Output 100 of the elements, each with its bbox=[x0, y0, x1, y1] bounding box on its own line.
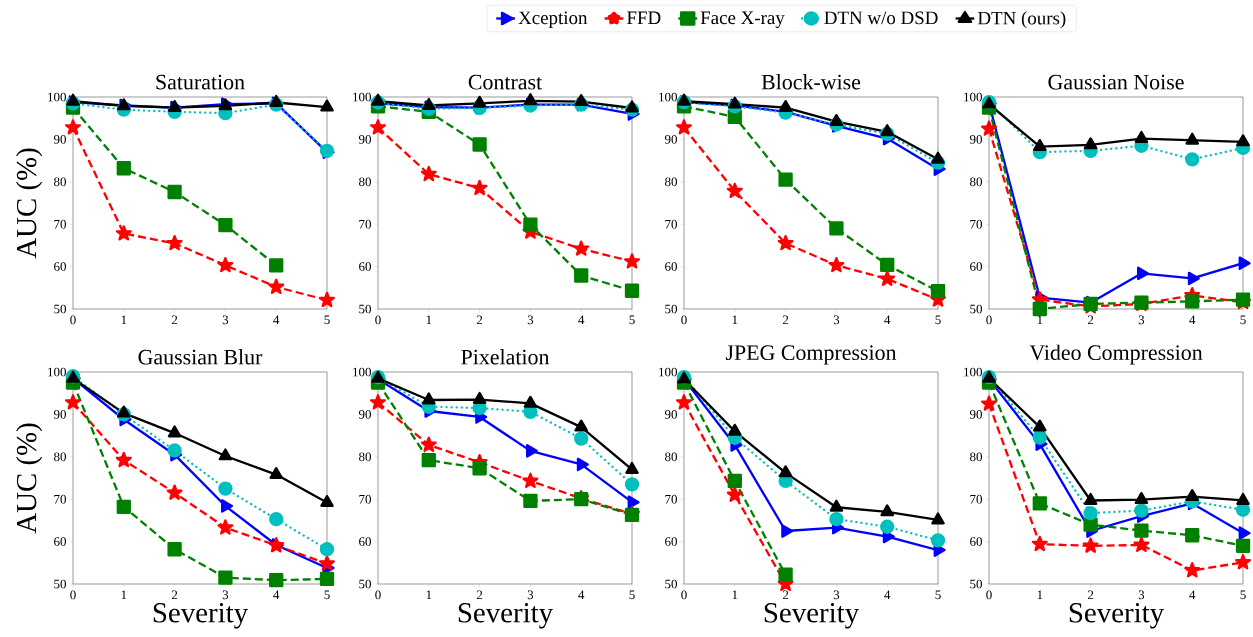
y-tick-label: 80 bbox=[54, 452, 66, 462]
x-tick-label: 3 bbox=[1138, 590, 1145, 600]
x-tick-label: 3 bbox=[1138, 315, 1145, 325]
y-tick-label: 90 bbox=[53, 410, 66, 419]
x-tick-label: 4 bbox=[273, 590, 280, 600]
y-tick-label: 70 bbox=[54, 219, 66, 229]
legend-label: Face X-ray bbox=[700, 11, 785, 29]
y-tick-label: 80 bbox=[665, 452, 677, 462]
x-tick-label: 3 bbox=[527, 590, 534, 600]
y-tick-label: 50 bbox=[665, 304, 677, 314]
y-tick-label: 90 bbox=[664, 135, 677, 144]
x-tick-label: 0 bbox=[70, 315, 76, 325]
x-tick-label: 0 bbox=[986, 590, 992, 600]
x-tick-label: 4 bbox=[1189, 590, 1196, 600]
y-tick-label: 100 bbox=[659, 92, 677, 102]
y-tick-label: 60 bbox=[359, 537, 371, 546]
x-tick-label: 1 bbox=[732, 590, 738, 600]
y-tick-label: 70 bbox=[970, 219, 982, 229]
y-tick-label: 50 bbox=[359, 304, 371, 314]
x-tick-label: 1 bbox=[121, 315, 127, 325]
y-tick-label: 100 bbox=[353, 92, 371, 102]
x-tick-label: 3 bbox=[833, 315, 840, 325]
y-tick-label: 50 bbox=[970, 304, 982, 314]
x-tick-label: 0 bbox=[681, 315, 687, 325]
x-tick-label: 4 bbox=[578, 590, 585, 600]
y-tick-label: 80 bbox=[970, 177, 982, 187]
x-tick-label: 5 bbox=[935, 315, 941, 325]
x-axis-title: Severity bbox=[458, 603, 554, 629]
x-tick-label: 2 bbox=[171, 590, 178, 600]
x-tick-label: 4 bbox=[884, 315, 891, 325]
x-tick-label: 1 bbox=[732, 315, 738, 325]
x-tick-label: 3 bbox=[527, 315, 534, 325]
x-tick-label: 2 bbox=[476, 590, 483, 600]
y-tick-label: 80 bbox=[359, 452, 371, 462]
x-tick-label: 3 bbox=[833, 590, 840, 600]
x-axis-title: Severity bbox=[764, 603, 860, 629]
y-axis-title: AUC (%) bbox=[16, 148, 43, 259]
y-tick-label: 60 bbox=[359, 262, 371, 271]
x-tick-label: 5 bbox=[935, 590, 941, 600]
x-tick-label: 5 bbox=[1240, 590, 1246, 600]
y-tick-label: 70 bbox=[54, 494, 66, 504]
y-tick-label: 70 bbox=[970, 494, 982, 504]
y-tick-label: 50 bbox=[665, 579, 677, 589]
y-tick-label: 50 bbox=[970, 579, 982, 589]
y-tick-label: 100 bbox=[964, 367, 982, 377]
x-axis-title: Severity bbox=[1069, 603, 1165, 629]
x-axis-title: Severity bbox=[153, 603, 249, 629]
x-tick-label: 2 bbox=[782, 590, 789, 600]
y-axis-title: AUC (%) bbox=[16, 423, 43, 534]
x-tick-label: 1 bbox=[121, 590, 127, 600]
y-tick-label: 100 bbox=[353, 367, 371, 377]
y-tick-label: 90 bbox=[969, 410, 982, 419]
legend-label: FFD bbox=[627, 11, 661, 24]
x-tick-label: 5 bbox=[324, 590, 330, 600]
y-tick-label: 60 bbox=[665, 537, 677, 546]
x-tick-label: 3 bbox=[222, 315, 229, 325]
chart-title: Contrast bbox=[468, 74, 543, 90]
y-tick-label: 60 bbox=[54, 262, 66, 271]
chart-title: Video Compression bbox=[1029, 344, 1203, 365]
legend-label: Xception bbox=[518, 11, 588, 29]
y-tick-label: 50 bbox=[359, 579, 371, 589]
legend-label: DTN (ours) bbox=[977, 11, 1066, 29]
x-tick-label: 4 bbox=[578, 315, 585, 325]
y-tick-label: 100 bbox=[48, 367, 66, 377]
x-tick-label: 2 bbox=[1087, 315, 1094, 325]
x-tick-label: 2 bbox=[171, 315, 178, 325]
y-tick-label: 70 bbox=[359, 494, 371, 504]
x-tick-label: 5 bbox=[1240, 315, 1246, 325]
x-tick-label: 0 bbox=[375, 315, 381, 325]
x-tick-label: 4 bbox=[273, 315, 280, 325]
y-tick-label: 100 bbox=[48, 92, 66, 102]
chart-title: Block-wise bbox=[761, 74, 861, 90]
chart-title: Gaussian Noise bbox=[1048, 74, 1184, 90]
chart-title: JPEG Compression bbox=[725, 345, 897, 365]
y-tick-label: 90 bbox=[358, 410, 371, 419]
chart-title: Pixelation bbox=[461, 349, 550, 365]
y-tick-label: 90 bbox=[53, 135, 66, 144]
x-tick-label: 4 bbox=[1189, 315, 1196, 325]
y-tick-label: 100 bbox=[659, 367, 677, 377]
y-tick-label: 50 bbox=[54, 304, 66, 314]
y-tick-label: 50 bbox=[54, 579, 66, 589]
y-tick-label: 60 bbox=[970, 537, 982, 546]
y-tick-label: 90 bbox=[664, 410, 677, 419]
x-tick-label: 2 bbox=[1087, 590, 1094, 600]
y-tick-label: 70 bbox=[359, 219, 371, 229]
x-tick-label: 0 bbox=[70, 590, 76, 600]
x-tick-label: 1 bbox=[1037, 315, 1043, 325]
x-tick-label: 1 bbox=[426, 590, 432, 600]
y-tick-label: 80 bbox=[665, 177, 677, 187]
x-tick-label: 0 bbox=[375, 590, 381, 600]
x-tick-label: 3 bbox=[222, 590, 229, 600]
x-tick-label: 5 bbox=[629, 315, 635, 325]
y-tick-label: 80 bbox=[970, 452, 982, 462]
x-tick-label: 1 bbox=[426, 315, 432, 325]
chart-title: Gaussian Blur bbox=[138, 349, 263, 365]
y-tick-label: 80 bbox=[54, 177, 66, 187]
y-tick-label: 60 bbox=[54, 537, 66, 546]
y-tick-label: 60 bbox=[970, 262, 982, 271]
x-tick-label: 0 bbox=[986, 315, 992, 325]
x-tick-label: 4 bbox=[884, 590, 891, 600]
